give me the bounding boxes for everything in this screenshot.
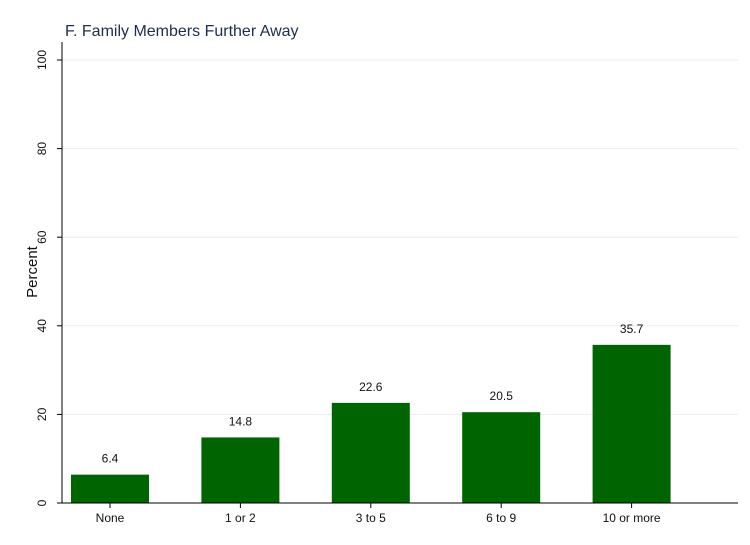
axes: 0 20 40 60 80 100 None 1 or 2 3 to 5 6 to 9 10 or … [35, 42, 738, 525]
data-labels: 6.4 14.8 22.6 20.5 35.7 [102, 322, 644, 466]
bar [71, 474, 149, 503]
x-tick-label: 1 or 2 [225, 511, 256, 525]
y-tick-label: 0 [35, 499, 49, 506]
y-tick-label: 60 [35, 230, 49, 244]
bar-value-label: 6.4 [102, 452, 119, 466]
bar [201, 437, 280, 503]
x-tick-label: None [96, 511, 125, 525]
x-tick-label: 3 to 5 [356, 511, 386, 525]
chart-title: F. Family Members Further Away [65, 23, 299, 40]
bars [71, 344, 671, 503]
bar [462, 412, 541, 503]
bar [331, 402, 410, 503]
y-tick-label: 80 [35, 142, 49, 156]
bar-value-label: 20.5 [490, 389, 514, 403]
y-tick-label: 40 [35, 319, 49, 333]
bar-value-label: 35.7 [620, 322, 644, 336]
bar [592, 344, 671, 503]
bar-value-label: 22.6 [359, 380, 383, 394]
bar-value-label: 14.8 [229, 414, 253, 428]
y-tick-label: 20 [35, 407, 49, 421]
x-tick-label: 10 or more [603, 511, 661, 525]
y-tick-label: 100 [35, 50, 49, 70]
x-tick-label: 6 to 9 [486, 511, 516, 525]
y-axis-label: Percent [24, 245, 41, 298]
